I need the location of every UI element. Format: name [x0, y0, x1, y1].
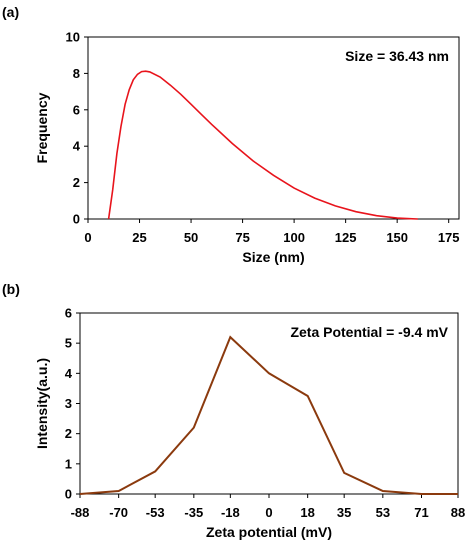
panel-b-y-axis-label: Intensity(a.u.) — [34, 358, 50, 449]
panel-b-y-ticks: 0 1 2 3 4 5 6 — [65, 306, 80, 502]
y-tick-label: 5 — [65, 336, 72, 351]
panel-b-label: (b) — [2, 281, 20, 297]
y-tick-label: 3 — [65, 396, 72, 411]
y-tick-label: 4 — [65, 366, 73, 381]
y-tick-label: 6 — [73, 102, 80, 117]
x-tick-label: 71 — [414, 505, 428, 520]
x-tick-label: 150 — [386, 230, 408, 245]
y-tick-label: 2 — [73, 175, 80, 190]
x-tick-label: 25 — [132, 230, 146, 245]
x-tick-label: 50 — [184, 230, 198, 245]
panel-a-series-line — [107, 70, 418, 220]
panel-a-label: (a) — [2, 4, 19, 20]
panel-a-y-ticks: 0 2 4 6 8 10 — [66, 30, 88, 227]
x-tick-label: 0 — [265, 505, 272, 520]
x-tick-label: 18 — [300, 505, 314, 520]
x-tick-label: 75 — [235, 230, 249, 245]
x-tick-label: -88 — [71, 505, 90, 520]
panel-a-y-axis-label: Frequency — [34, 92, 50, 163]
y-tick-label: 4 — [73, 139, 81, 154]
x-tick-label: 53 — [376, 505, 390, 520]
panel-b-chart: (b) 0 1 2 3 4 5 6 -88 -70 -53 -35 -18 0 18 35 53 71 88 Z… — [2, 281, 465, 540]
x-tick-label: 88 — [451, 505, 465, 520]
panel-a-x-ticks: 0 25 50 75 100 125 150 175 — [84, 219, 460, 245]
x-tick-label: 0 — [84, 230, 91, 245]
panel-b-series-line — [79, 335, 458, 495]
panel-a-annotation: Size = 36.43 nm — [345, 48, 449, 64]
x-tick-label: -18 — [221, 505, 240, 520]
y-tick-label: 10 — [66, 30, 80, 45]
panel-b-x-ticks: -88 -70 -53 -35 -18 0 18 35 53 71 88 — [71, 494, 465, 520]
panel-b-annotation: Zeta Potential = -9.4 mV — [290, 324, 448, 340]
panel-a-x-axis-label: Size (nm) — [242, 249, 304, 265]
x-tick-label: 100 — [283, 230, 305, 245]
x-tick-label: -53 — [146, 505, 165, 520]
panel-a-plot-frame — [87, 36, 460, 220]
panel-a-chart: (a) 0 2 4 6 8 10 0 25 50 75 100 125 150 175 Size = 3… — [2, 4, 460, 265]
y-tick-label: 6 — [65, 306, 72, 321]
y-tick-label: 0 — [73, 212, 80, 227]
x-tick-label: 175 — [438, 230, 460, 245]
y-tick-label: 1 — [65, 456, 72, 471]
panel-b-x-axis-label: Zeta potential (mV) — [206, 524, 332, 540]
x-tick-label: 35 — [337, 505, 351, 520]
x-tick-label: 125 — [335, 230, 357, 245]
panel-b-plot-frame — [79, 312, 459, 495]
y-tick-label: 2 — [65, 426, 72, 441]
y-tick-label: 0 — [65, 487, 72, 502]
x-tick-label: -35 — [184, 505, 203, 520]
x-tick-label: -70 — [109, 505, 128, 520]
y-tick-label: 8 — [73, 66, 80, 81]
